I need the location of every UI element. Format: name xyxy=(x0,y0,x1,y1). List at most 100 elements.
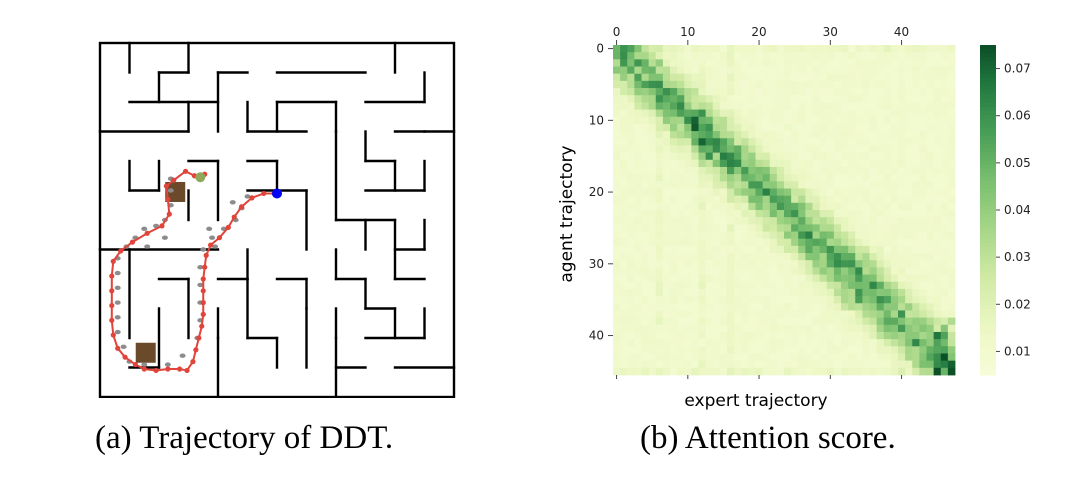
heatmap-cell xyxy=(670,310,678,318)
heatmap-cell xyxy=(655,152,664,161)
heatmap-cell xyxy=(890,238,899,247)
agent-path-point xyxy=(166,211,172,217)
heatmap-cell xyxy=(705,317,714,326)
heatmap-cell xyxy=(833,231,842,240)
heatmap-cell xyxy=(634,123,642,132)
heatmap-cell xyxy=(784,288,792,297)
heatmap-cell xyxy=(940,367,949,376)
colorbar-segment xyxy=(980,329,996,335)
heatmap-cell xyxy=(712,317,721,326)
heatmap-cell xyxy=(684,181,692,189)
heatmap-cell xyxy=(848,88,856,96)
heatmap-cell xyxy=(798,109,806,118)
heatmap-cell xyxy=(805,317,813,326)
heatmap-cell xyxy=(712,95,721,103)
heatmap-cell xyxy=(648,66,657,75)
heatmap-cell xyxy=(613,73,621,82)
heatmap-cell xyxy=(876,109,885,118)
heatmap-cell xyxy=(677,66,685,75)
heatmap-cell xyxy=(734,303,742,311)
heatmap-cell xyxy=(819,80,828,89)
heatmap-cell xyxy=(641,95,650,103)
heatmap-cell xyxy=(940,88,949,96)
colorbar-segment xyxy=(980,106,996,112)
heatmap-cell xyxy=(855,159,863,168)
heatmap-cell xyxy=(627,260,635,268)
heatmap-cell xyxy=(819,267,828,275)
heatmap-cell xyxy=(791,339,799,347)
heatmap-cell xyxy=(833,166,842,175)
heatmap-cell xyxy=(712,66,721,75)
heatmap-cell xyxy=(691,138,699,146)
heatmap-cell xyxy=(762,88,771,96)
heatmap-cell xyxy=(919,367,927,376)
heatmap-cell xyxy=(947,166,956,175)
heatmap-cell xyxy=(662,159,671,168)
heatmap-cell xyxy=(620,210,628,218)
heatmap-cell xyxy=(662,66,671,75)
heatmap-cell xyxy=(684,66,692,75)
heatmap-cell xyxy=(712,138,721,146)
heatmap-cell xyxy=(734,73,742,82)
heatmap-cell xyxy=(848,260,856,268)
heatmap-cell xyxy=(769,253,778,261)
heatmap-cell xyxy=(641,324,650,333)
heatmap-cell xyxy=(933,152,942,161)
heatmap-cell xyxy=(784,45,792,53)
heatmap-cell xyxy=(698,267,707,275)
heatmap-cell xyxy=(784,317,792,326)
heatmap-cell xyxy=(798,331,806,340)
heatmap-cell xyxy=(940,296,949,304)
heatmap-cell xyxy=(947,324,956,333)
heatmap-cell xyxy=(848,353,856,362)
heatmap-cell xyxy=(940,231,949,240)
heatmap-cell xyxy=(876,310,885,318)
heatmap-cell xyxy=(898,310,906,318)
heatmap-cell xyxy=(940,253,949,261)
heatmap-cell xyxy=(791,181,799,189)
heatmap-cell xyxy=(684,367,692,376)
heatmap-cell xyxy=(883,288,892,297)
heatmap-cell xyxy=(769,95,778,103)
heatmap-cell xyxy=(905,324,913,333)
heatmap-cell xyxy=(933,267,942,275)
heatmap-cell xyxy=(627,116,635,125)
heatmap-cell xyxy=(648,267,657,275)
heatmap-cell xyxy=(883,253,892,261)
heatmap-cell xyxy=(727,339,735,347)
heatmap-cell xyxy=(670,181,678,189)
heatmap-cell xyxy=(641,360,650,369)
colorbar-tick-label: 0.06 xyxy=(1004,109,1030,123)
expert-dot xyxy=(164,362,171,367)
heatmap-cell xyxy=(855,217,863,225)
heatmap-cell xyxy=(755,166,764,175)
heatmap-cell xyxy=(933,123,942,132)
heatmap-cell xyxy=(719,296,728,304)
heatmap-cell xyxy=(684,102,692,110)
heatmap-cell xyxy=(613,95,621,103)
heatmap-cell xyxy=(905,188,913,197)
heatmap-cell xyxy=(890,138,899,146)
heatmap-cell xyxy=(634,195,642,204)
heatmap-cell xyxy=(812,152,821,161)
heatmap-cell xyxy=(698,331,707,340)
heatmap-cell xyxy=(698,317,707,326)
heatmap-cell xyxy=(912,80,920,89)
heatmap-cell xyxy=(691,131,699,139)
heatmap-cell xyxy=(776,331,785,340)
heatmap-cell xyxy=(883,174,892,182)
heatmap-cell xyxy=(741,109,749,118)
heatmap-cell xyxy=(869,116,878,125)
heatmap-cell xyxy=(791,296,799,304)
heatmap-cell xyxy=(905,123,913,132)
heatmap-cell xyxy=(791,346,799,354)
heatmap-cell xyxy=(755,281,764,290)
heatmap-cell xyxy=(727,66,735,75)
heatmap-cell xyxy=(648,174,657,182)
heatmap-cell xyxy=(670,281,678,290)
heatmap-cell xyxy=(641,217,650,225)
heatmap-cell xyxy=(812,281,821,290)
heatmap-cell xyxy=(648,310,657,318)
heatmap-cell xyxy=(826,310,835,318)
heatmap-cell xyxy=(784,281,792,290)
